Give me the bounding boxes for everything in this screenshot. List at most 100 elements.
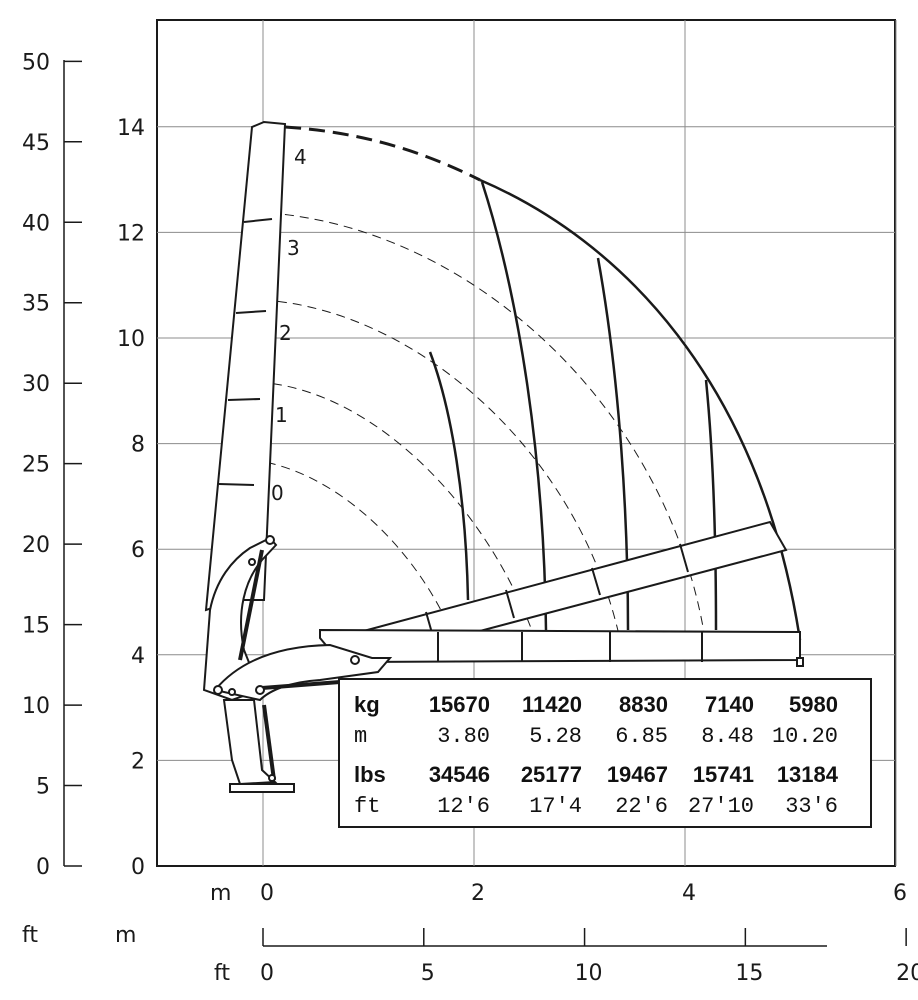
pivot-4: [255, 685, 265, 695]
ft-axis-unit: ft: [22, 923, 38, 948]
reach-ft-tick-label: 10: [575, 961, 603, 986]
stage-label-3: 3: [287, 236, 300, 260]
table-cell: 12'6: [437, 794, 490, 819]
table-cell: 7140: [705, 692, 754, 717]
table-cell: 8830: [619, 692, 668, 717]
load-curve-2: [480, 181, 548, 631]
reach-ft-tick-label: 5: [421, 961, 435, 986]
height-tick-label: 4: [131, 644, 145, 669]
table-row-ft: ft 12'6 17'4 22'6 27'10 33'6: [354, 794, 846, 819]
reach-ft-tick-label: 15: [735, 961, 763, 986]
height-tick-label: 0: [131, 855, 145, 880]
arc-stage-2: [262, 299, 625, 661]
max-reach-envelope-dashed: [284, 125, 481, 182]
stage-label-4: 4: [294, 145, 307, 169]
reach-ft-tick-label: 0: [260, 961, 274, 986]
table-cell: 6.85: [615, 724, 668, 749]
boom-tip-hook: [796, 657, 804, 667]
reach-ft-unit: ft: [214, 961, 230, 986]
table-cell: 13184: [776, 762, 838, 787]
reach-m-tick-label: 0: [260, 881, 274, 906]
table-cell: 11420: [522, 692, 582, 717]
ft-tick-label: 0: [36, 855, 50, 880]
table-row-m: m 3.80 5.28 6.85 8.48 10.20: [354, 724, 846, 749]
table-cell: 5980: [789, 692, 838, 717]
ft-tick-label: 45: [22, 131, 50, 156]
reach-m-unit: m: [210, 881, 231, 906]
boom-section-line-3: [227, 398, 261, 401]
height-axis-unit: m: [115, 923, 136, 948]
ft-tick-label: 50: [22, 50, 50, 75]
table-cell: 15741: [692, 762, 754, 787]
angled-section-2: [505, 589, 515, 619]
column: [222, 699, 278, 786]
ft-tick-label: 40: [22, 211, 50, 236]
load-curve-4: [704, 379, 718, 631]
ft-axis: 0 5 10 15 20 25 30 35 40 45 50: [22, 50, 82, 880]
reach-m-tick-label: 6: [893, 881, 907, 906]
boom-section-line-4: [218, 483, 255, 486]
load-curve-1: [428, 351, 470, 601]
cylinder-3: [261, 680, 341, 690]
table-cell: 25177: [520, 762, 582, 787]
table-row-lbs: lbs 34546 25177 19467 15741 13184: [354, 762, 846, 788]
height-tick-label: 2: [131, 749, 145, 774]
height-tick-label: 6: [131, 538, 145, 563]
table-cell: 10.20: [771, 724, 838, 749]
height-tick-label: 10: [117, 327, 145, 352]
ft-tick-label: 15: [22, 614, 50, 639]
row-label: ft: [354, 794, 381, 819]
table-cell: 5.28: [529, 724, 582, 749]
boom-section-line-2: [235, 310, 267, 314]
ft-tick-label: 10: [22, 694, 50, 719]
arc-stage-1: [257, 381, 543, 661]
table-cell: 33'6: [785, 794, 838, 819]
ft-tick-label: 5: [36, 775, 50, 800]
height-tick-label: 14: [117, 116, 145, 141]
height-tick-label: 8: [131, 433, 145, 458]
pivot-6: [350, 655, 360, 665]
table-cell: 19467: [606, 762, 668, 787]
extension-arcs: [251, 212, 709, 661]
pivot-7: [268, 774, 276, 782]
stage-label-0: 0: [271, 481, 284, 505]
table-cell: 8.48: [701, 724, 754, 749]
height-m-axis: 0 2 4 6 8 10 12 14: [117, 116, 145, 880]
boom-horizontal: [319, 628, 804, 667]
extension-stage-labels: 0 1 2 3 4: [271, 145, 307, 505]
chart-frame: [156, 19, 896, 867]
table-cell: 34546: [428, 762, 490, 787]
pivot-1: [265, 535, 275, 545]
ft-tick-label: 20: [22, 533, 50, 558]
arc-stage-3: [269, 212, 709, 661]
table-cell: 17'4: [529, 794, 582, 819]
load-table: kg 15670 11420 8830 7140 5980 m 3.80 5.2…: [338, 678, 872, 828]
ft-tick-label: 30: [22, 372, 50, 397]
pivot-5: [228, 688, 236, 696]
pivot-3: [213, 685, 223, 695]
row-label: kg: [354, 692, 380, 717]
cylinder-1: [238, 549, 264, 661]
height-tick-label: 12: [117, 221, 145, 246]
pivot-2: [248, 558, 256, 566]
base-plate: [229, 783, 295, 793]
table-row-kg: kg 15670 11420 8830 7140 5980: [354, 692, 846, 718]
boom-horizontal-body: [319, 628, 801, 664]
boom-section-line-1: [243, 218, 273, 223]
row-label: lbs: [354, 762, 386, 787]
cylinder-2: [262, 704, 276, 781]
boom-vertical: [204, 120, 287, 612]
row-label: m: [354, 724, 368, 749]
angled-section-3: [591, 567, 601, 596]
reach-m-tick-label: 2: [471, 881, 485, 906]
ft-tick-label: 35: [22, 292, 50, 317]
table-cell: 15670: [428, 692, 490, 717]
boom-vertical-body: [204, 120, 287, 612]
ft-tick-label: 25: [22, 453, 50, 478]
reach-ft-tick-label: 20: [896, 961, 918, 986]
reach-m-tick-label: 4: [682, 881, 696, 906]
table-cell: 22'6: [615, 794, 668, 819]
stage-label-2: 2: [279, 321, 292, 345]
